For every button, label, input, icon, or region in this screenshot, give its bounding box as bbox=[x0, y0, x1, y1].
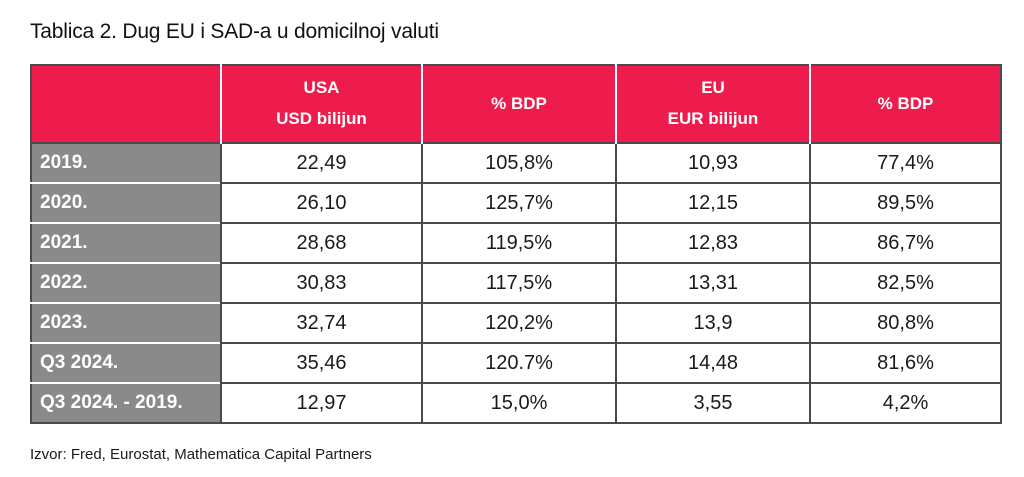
table-row-q3-2024-minus-2019: Q3 2024. - 2019. 12,97 15,0% 3,55 4,2% bbox=[31, 382, 1001, 423]
value-cell: 117,5% bbox=[421, 262, 616, 303]
value-cell: 22,49 bbox=[220, 142, 422, 183]
value-cell: 89,5% bbox=[809, 182, 1001, 223]
value-cell: 77,4% bbox=[809, 142, 1001, 183]
header-label: EUR bilijun bbox=[667, 109, 759, 128]
table-row-2021: 2021. 28,68 119,5% 12,83 86,7% bbox=[31, 222, 1001, 263]
header-label: USA bbox=[303, 78, 340, 98]
header-cell-eu: EU EUR bilijun bbox=[616, 65, 811, 143]
row-label-cell: 2019. bbox=[31, 142, 221, 183]
value-cell: 32,74 bbox=[220, 302, 422, 343]
row-label-cell: Q3 2024. bbox=[31, 342, 221, 383]
table-row-2019: 2019. 22,49 105,8% 10,93 77,4% bbox=[31, 142, 1001, 183]
value-cell: 12,97 bbox=[220, 382, 422, 423]
value-cell: 125,7% bbox=[421, 182, 616, 223]
row-label-cell: 2023. bbox=[31, 302, 221, 343]
page-title: Tablica 2. Dug EU i SAD-a u domicilnoj v… bbox=[30, 20, 439, 43]
value-cell: 86,7% bbox=[809, 222, 1001, 263]
value-cell: 120,2% bbox=[421, 302, 616, 343]
value-cell: 80,8% bbox=[809, 302, 1001, 343]
table-row-2020: 2020. 26,10 125,7% 12,15 89,5% bbox=[31, 182, 1001, 223]
table-header-row: USA USD bilijun % BDP EU EUR bilijun % B… bbox=[31, 65, 1001, 143]
header-cell-usa: USA USD bilijun bbox=[221, 65, 423, 143]
value-cell: 30,83 bbox=[220, 262, 422, 303]
header-cell-eu-bdp: % BDP bbox=[810, 65, 1001, 143]
header-label: USD bilijun bbox=[276, 109, 367, 128]
value-cell: 4,2% bbox=[809, 382, 1001, 423]
value-cell: 120.7% bbox=[421, 342, 616, 383]
value-cell: 13,31 bbox=[615, 262, 810, 303]
value-cell: 13,9 bbox=[615, 302, 810, 343]
row-label-cell: 2021. bbox=[31, 222, 221, 263]
row-label-cell: 2022. bbox=[31, 262, 221, 303]
value-cell: 26,10 bbox=[220, 182, 422, 223]
value-cell: 81,6% bbox=[809, 342, 1001, 383]
value-cell: 3,55 bbox=[615, 382, 810, 423]
value-cell: 35,46 bbox=[220, 342, 422, 383]
header-cell-rowlabel bbox=[31, 65, 222, 143]
value-cell: 28,68 bbox=[220, 222, 422, 263]
value-cell: 119,5% bbox=[421, 222, 616, 263]
value-cell: 12,15 bbox=[615, 182, 810, 223]
table-row-2023: 2023. 32,74 120,2% 13,9 80,8% bbox=[31, 302, 1001, 343]
table-row-q3-2024: Q3 2024. 35,46 120.7% 14,48 81,6% bbox=[31, 342, 1001, 383]
value-cell: 105,8% bbox=[421, 142, 616, 183]
table-row-2022: 2022. 30,83 117,5% 13,31 82,5% bbox=[31, 262, 1001, 303]
value-cell: 15,0% bbox=[421, 382, 616, 423]
source-note: Izvor: Fred, Eurostat, Mathematica Capit… bbox=[30, 446, 372, 463]
value-cell: 10,93 bbox=[615, 142, 810, 183]
debt-table: USA USD bilijun % BDP EU EUR bilijun % B… bbox=[30, 64, 1002, 424]
value-cell: 82,5% bbox=[809, 262, 1001, 303]
value-cell: 12,83 bbox=[615, 222, 810, 263]
row-label-cell: Q3 2024. - 2019. bbox=[31, 382, 221, 423]
header-label: % BDP bbox=[491, 93, 547, 113]
header-label: % BDP bbox=[877, 93, 934, 113]
value-cell: 14,48 bbox=[615, 342, 810, 383]
row-label-cell: 2020. bbox=[31, 182, 221, 223]
header-cell-usa-bdp: % BDP bbox=[422, 65, 617, 143]
header-label: EU bbox=[701, 78, 725, 98]
